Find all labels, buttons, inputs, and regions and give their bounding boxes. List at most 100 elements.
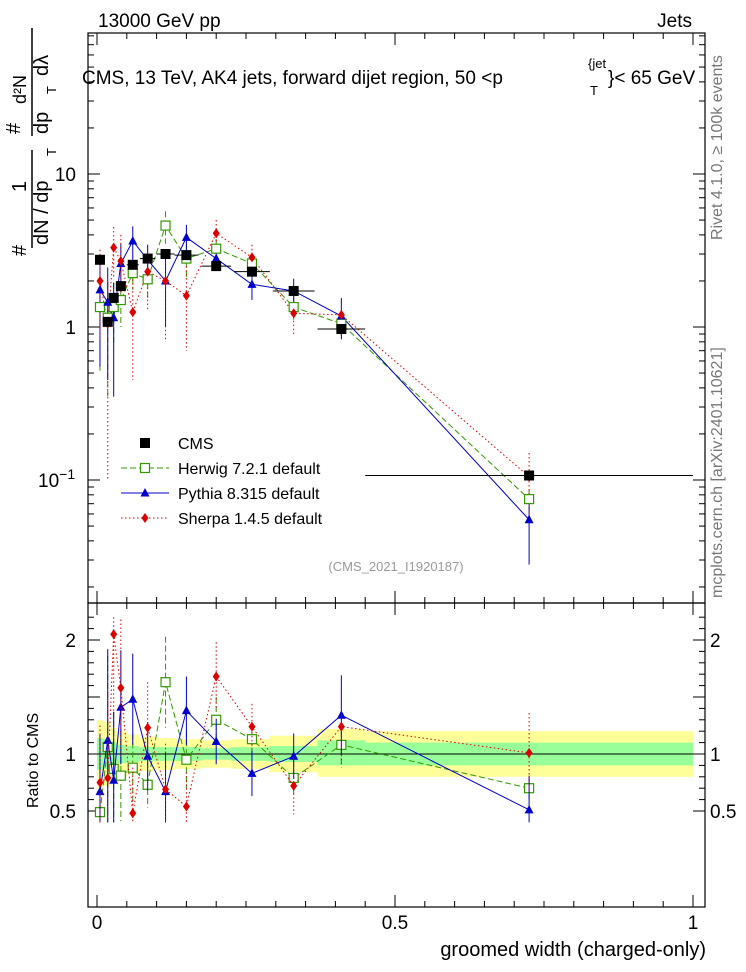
- ratio-marker: [162, 784, 170, 795]
- chart-title-sub: T: [590, 83, 598, 98]
- legend-label: Sherpa 1.4.5 default: [178, 511, 323, 528]
- ratio-marker: [129, 808, 137, 819]
- ratio-marker: [96, 777, 104, 788]
- series-marker: [128, 235, 138, 245]
- main-panel-marks: [94, 211, 693, 565]
- ylabel-hash1: #: [9, 244, 31, 256]
- x-axis-label: groomed width (charged-only): [440, 939, 706, 961]
- y-tick-label: 10−1: [38, 466, 75, 492]
- header-right: Jets: [657, 11, 692, 32]
- series-marker: [212, 228, 220, 239]
- ratio-marker: [524, 804, 534, 814]
- ratio-marker: [211, 736, 221, 745]
- series-marker: [524, 514, 534, 524]
- watermark: (CMS_2021_I1920187): [328, 559, 463, 574]
- cms-marker: [94, 254, 105, 265]
- cms-marker: [524, 470, 535, 481]
- ratio-marker: [181, 754, 192, 765]
- ylabel-dp: dp: [31, 112, 53, 134]
- y-tick-label-base: 10: [38, 471, 59, 492]
- ylabel-one: 1: [9, 181, 31, 192]
- ratio-marker: [248, 721, 256, 732]
- ratio-y-label: Ratio to CMS: [25, 713, 42, 808]
- series-marker: [248, 252, 256, 263]
- series-marker: [110, 242, 118, 253]
- series-marker: [211, 253, 221, 263]
- side-label-top: Rivet 4.1.0, ≥ 100k events: [709, 55, 726, 240]
- legend-label: Pythia 8.315 default: [178, 486, 320, 503]
- cms-marker: [288, 285, 299, 296]
- series-marker: [117, 256, 125, 267]
- legend-cms-label: CMS: [178, 436, 214, 453]
- cms-marker: [142, 253, 153, 264]
- series-marker: [181, 232, 191, 241]
- ratio-marker: [144, 722, 152, 733]
- cms-marker: [181, 250, 192, 261]
- ratio-marker: [246, 734, 258, 745]
- legend: CMS Herwig 7.2.1 default Pythia 8.315 defa…: [121, 436, 323, 528]
- ratio-tick-label-right: 2: [710, 631, 721, 652]
- ratio-tick-label: 0.5: [50, 802, 76, 823]
- ratio-marker: [110, 629, 118, 640]
- y-tick-label-exp: −1: [59, 466, 75, 482]
- ratio-marker: [289, 751, 299, 760]
- series-marker: [290, 308, 298, 319]
- ratio-marker: [109, 775, 119, 784]
- ylabel-d2n: d²N: [10, 75, 30, 104]
- ylabel-hash2: #: [3, 122, 25, 134]
- ratio-marker: [290, 780, 298, 791]
- cms-marker: [127, 259, 138, 270]
- series-marker: [103, 297, 113, 306]
- series-marker: [129, 307, 137, 318]
- ratio-marker: [247, 768, 257, 777]
- cms-marker: [336, 324, 347, 335]
- legend-label: Herwig 7.2.1 default: [178, 461, 321, 478]
- legend-marker: [139, 462, 151, 474]
- ratio-marker: [525, 747, 533, 758]
- x-tick-label: 1: [688, 913, 699, 934]
- x-tick-label: 0: [92, 913, 103, 934]
- series-marker: [337, 309, 345, 320]
- ratio-marker: [181, 705, 191, 715]
- chart-title: CMS, 13 TeV, AK4 jets, forward dijet reg…: [82, 68, 503, 89]
- ratio-marker: [337, 721, 345, 732]
- series-marker: [96, 275, 104, 286]
- series-line: [99, 224, 530, 500]
- ylabel-dn-dpt: dN / dp: [31, 181, 53, 245]
- series-marker: [160, 220, 171, 231]
- series-marker: [95, 284, 105, 294]
- ratio-tick-label: 2: [65, 631, 76, 652]
- y-tick-label: 10: [55, 165, 76, 186]
- x-tick-label: 0.5: [382, 913, 408, 934]
- series-marker: [523, 494, 535, 505]
- ylabel-dp-sub: T: [44, 86, 59, 94]
- ylabel-dlambda: dλ: [31, 55, 53, 76]
- side-label-bottom: mcplots.cern.ch [arXiv:2401.10621]: [709, 347, 726, 598]
- series-marker: [211, 243, 222, 254]
- ratio-tick-label-right: 1: [710, 745, 721, 766]
- series-marker: [162, 275, 170, 286]
- ratio-marker: [117, 682, 125, 693]
- ratio-marker: [116, 702, 126, 711]
- ratio-tick-label-right: 0.5: [710, 802, 736, 823]
- y-axis-label: # 1 dN / dp T # d²N dp T dλ: [3, 28, 59, 256]
- chart-title-tail: }< 65 GeV: [608, 68, 695, 89]
- chart-title-super: {jet: [588, 56, 606, 71]
- ratio-panel-marks: [94, 617, 535, 823]
- ratio-marker: [182, 801, 190, 812]
- header-left: 13000 GeV pp: [98, 11, 221, 32]
- legend-marker: [141, 513, 149, 523]
- series-line: [99, 232, 530, 478]
- ratio-marker: [128, 694, 138, 703]
- series-marker: [247, 279, 257, 288]
- ratio-tick-label: 1: [65, 745, 76, 766]
- series-marker: [182, 290, 190, 301]
- cms-marker: [102, 316, 113, 327]
- ratio-marker: [104, 772, 112, 783]
- y-tick-label: 1: [65, 318, 76, 339]
- series-marker: [144, 266, 152, 277]
- ratio-frame: [87, 602, 706, 908]
- ratio-marker: [160, 677, 171, 688]
